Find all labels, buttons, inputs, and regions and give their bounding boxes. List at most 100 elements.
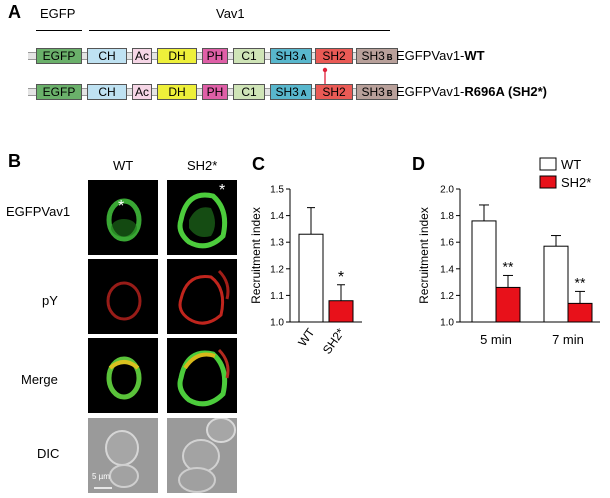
domain-label: DH [168,85,186,99]
domain-dh: DH [157,48,197,64]
chart-d: D 1.0 1.2 1.4 1.6 1.8 2.0 Recruitment index ** 5 … [412,154,600,347]
domain-ch: CH [87,48,127,64]
y-tick-label: 1.4 [440,264,454,275]
domain-label: SH3 [361,49,385,63]
vav1-header: Vav1 [216,6,245,21]
y-tick-label: 1.4 [270,211,284,222]
y-tick-label: 1.2 [440,291,454,302]
asterisk-sh2: * [219,182,226,199]
domain-sublabel: A [300,53,307,62]
domain-label: SH3 [361,85,385,99]
y-tick-label: 2.0 [440,185,454,196]
col-label-sh2: SH2* [187,158,218,173]
y-tick-label: 1.2 [270,264,284,275]
domain-label: Ac [134,85,149,99]
domain-sh3-a: SH3 A [270,84,312,100]
panel-c-letter: C [252,154,265,174]
y-tick-label: 1.5 [270,185,284,196]
y-axis-label: Recruitment index [417,207,431,304]
domain-ph: PH [202,48,228,64]
domain-dh: DH [157,84,197,100]
row-label-merge: Merge [21,372,58,387]
micrograph-sh2-egfpvav1: * [167,180,237,255]
domain-egfp: EGFP [36,84,82,100]
col-label-wt: WT [113,158,134,173]
vav1-header-line [89,30,390,31]
x-tick-label: 7 min [552,332,584,347]
domain-label: Ac [134,49,149,63]
domain-label: DH [168,49,186,63]
domain-sh3-b: SH3 B [356,84,398,100]
bar-WT-7 min [543,245,569,323]
domain-egfp: EGFP [36,48,82,64]
chart-c: C 1.0 1.1 1.2 1.3 1.4 1.5 Recruitment index WT * S… [249,154,362,357]
domain-label: EGFP [42,85,76,99]
bar-SH2*-7 min [567,302,593,323]
x-tick-label: WT [295,325,318,349]
domain-sh2: SH2 [315,84,353,100]
domain-label: SH2 [322,85,346,99]
bar-SH2*-5 min [495,286,521,323]
domain-label: C1 [241,85,257,99]
significance-marker: * [338,269,344,286]
y-tick-label: 1.6 [440,238,454,249]
mutation-marker-icon [322,67,328,84]
domain-ac: Ac [132,84,152,100]
bar-SH2* [328,300,354,323]
domain-c1: C1 [233,48,265,64]
y-tick-label: 1.0 [270,318,284,329]
domain-sublabel: B [386,89,393,98]
bar-WT-5 min [471,220,497,323]
row-label-dic: DIC [37,446,60,461]
construct-label: EGFPVav1-WT [396,48,485,63]
legend-swatch-WT [539,157,557,171]
domain-label: C1 [241,49,257,63]
domain-label: PH [206,49,224,63]
scale-bar-label: 5 µm [92,472,110,481]
panel-b-letter: B [8,151,21,171]
row-label-py: pY [42,293,58,308]
legend-label: SH2* [561,175,591,190]
y-tick-label: 1.1 [270,291,284,302]
domain-label: PH [206,85,224,99]
domain-label: SH2 [322,49,346,63]
domain-label: SH3 [275,49,299,63]
significance-marker: ** [503,258,514,274]
legend-label: WT [561,157,581,172]
domain-ph: PH [202,84,228,100]
domain-label: SH3 [275,85,299,99]
domain-label: EGFP [42,49,76,63]
significance-marker: ** [575,274,586,290]
domain-sh3-b: SH3 B [356,48,398,64]
legend-swatch-SH2* [539,175,557,189]
x-tick-label: 5 min [480,332,512,347]
domain-label: CH [98,85,116,99]
egfp-header-line [36,30,82,31]
bar-WT [298,233,324,323]
x-tick-label: SH2* [320,325,348,356]
micrograph-sh2-merge [167,338,237,413]
panel-a-letter: A [8,2,21,22]
panel-d-letter: D [412,154,425,174]
micrograph-wt-merge [88,338,158,413]
row-label-egfpvav1: EGFPVav1 [6,204,71,219]
asterisk-wt: * [118,198,125,215]
micrograph-wt-py [88,259,158,334]
domain-label: CH [98,49,116,63]
micrograph-sh2-py [167,259,237,334]
domain-sublabel: A [300,89,307,98]
micrograph-sh2-dic [167,418,237,493]
domain-sublabel: B [386,53,393,62]
construct-label: EGFPVav1-R696A (SH2*) [396,84,547,99]
micrograph-wt-egfpvav1: * [88,180,158,255]
domain-ac: Ac [132,48,152,64]
y-tick-label: 1.0 [440,318,454,329]
y-axis-label: Recruitment index [249,207,263,304]
y-tick-label: 1.3 [270,238,284,249]
egfp-header: EGFP [40,6,76,21]
domain-c1: C1 [233,84,265,100]
domain-ch: CH [87,84,127,100]
domain-sh3-a: SH3 A [270,48,312,64]
domain-sh2: SH2 [315,48,353,64]
micrograph-wt-dic: 5 µm [88,418,158,493]
